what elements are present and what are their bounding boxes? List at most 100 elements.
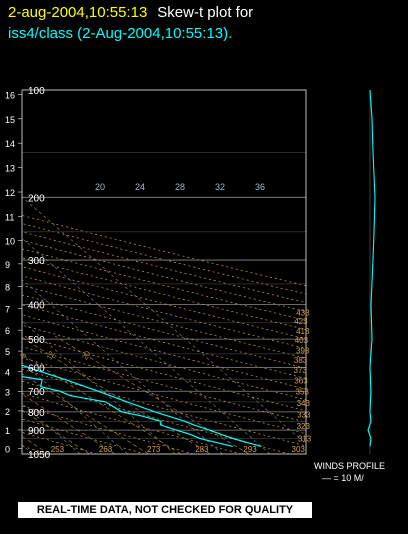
winds-profile-scale: — = 10 M/: [322, 473, 364, 483]
height-km-label: 8: [5, 283, 10, 293]
pressure-label: 700: [28, 387, 45, 398]
dewpoint-trace: [22, 375, 233, 447]
dry-adiabat-label: 423: [294, 317, 308, 326]
moist-adiabat-label: 28: [175, 182, 185, 192]
dry-adiabat-label: 333: [297, 411, 311, 420]
height-km-label: 15: [5, 115, 15, 125]
pressure-label: 1050: [28, 450, 51, 461]
height-km-label: 3: [5, 387, 10, 397]
winds-profile-trace: [367, 89, 376, 447]
height-km-label: 7: [5, 305, 10, 315]
mixing-ratio-line: [22, 353, 182, 454]
dry-adiabat-line: [22, 266, 306, 340]
moist-adiabat-label: 32: [215, 182, 225, 192]
height-km-label: 1: [5, 426, 10, 436]
isotherm-line: [22, 361, 128, 454]
winds-profile-panel: WINDS PROFILE — = 10 M/: [314, 89, 385, 483]
subtitle: iss4/class (2-Aug-2004,10:55:13).: [8, 25, 233, 42]
mixing-ratio-label-group: 20: [80, 349, 93, 362]
dry-adiabat-label: 433: [296, 309, 310, 318]
dry-adiabat-line: [22, 304, 306, 379]
title-line: 2-aug-2004,10:55:13 Skew-t plot for: [8, 2, 408, 23]
dry-adiabat-label: 383: [294, 356, 308, 365]
dry-adiabat-label: 303: [292, 445, 306, 454]
height-km-label: 16: [5, 90, 15, 100]
dry-adiabat-line: [22, 335, 306, 412]
plot-frame: [21, 89, 307, 455]
pressure-label: 200: [28, 193, 45, 204]
moist-adiabat-label: 36: [255, 182, 265, 192]
title-date: 2-aug-2004,10:55:13: [8, 4, 148, 21]
height-km-label: 4: [5, 368, 10, 378]
mixing-ratio-line: [22, 336, 211, 454]
isotherm-line: [22, 320, 176, 454]
height-km-label: 10: [5, 236, 15, 246]
dry-adiabat-label: 323: [297, 422, 311, 431]
dry-adiabat-line: [22, 368, 306, 447]
dry-adiabat-label: 413: [296, 327, 310, 336]
sounding-traces: [22, 364, 262, 447]
mixing-ratio-label: 12: [45, 349, 58, 362]
mixing-ratio-label: 8: [18, 351, 28, 360]
mixing-ratio-line: [54, 335, 249, 454]
dry-adiabat-label: 403: [295, 336, 309, 345]
height-km-label: 9: [5, 260, 10, 270]
isotherm-line: [22, 196, 306, 445]
dry-adiabat-label: 263: [99, 445, 113, 454]
dry-adiabat-line: [22, 357, 306, 435]
dry-adiabat-line: [22, 392, 242, 454]
dry-adiabat-label: 313: [298, 434, 312, 443]
axis-labels: 1002003004005006007008009001050012345678…: [5, 86, 312, 461]
height-km-label: 2: [5, 407, 10, 417]
pressure-label: 800: [28, 408, 45, 419]
dry-adiabat-line: [22, 346, 306, 423]
dry-adiabat-line: [22, 257, 306, 330]
pressure-label: 100: [28, 86, 45, 97]
guide-lines: [0, 90, 306, 454]
pressure-label: 300: [28, 256, 45, 267]
dry-adiabat-line: [22, 405, 194, 454]
pressure-label: 400: [28, 301, 45, 312]
dry-adiabat-line: [22, 231, 306, 304]
height-km-label: 6: [5, 326, 10, 336]
height-km-label: 12: [5, 188, 15, 198]
dry-adiabat-line: [0, 90, 1, 454]
dry-adiabat-label: 273: [147, 445, 161, 454]
mixing-ratio-label-group: 12: [45, 349, 58, 362]
dry-adiabat-line: [22, 284, 306, 359]
isobar-lines: [22, 89, 306, 455]
dry-adiabat-label: 253: [51, 445, 65, 454]
header: 2-aug-2004,10:55:13 Skew-t plot for iss4/…: [8, 2, 408, 44]
moist-adiabat-label: 24: [135, 182, 145, 192]
height-km-label: 14: [5, 139, 15, 149]
dry-adiabat-line: [22, 324, 306, 401]
pressure-label: 900: [28, 426, 45, 437]
dry-adiabat-line: [22, 215, 306, 287]
winds-profile-label: WINDS PROFILE: [314, 461, 385, 471]
height-km-label: 0: [5, 444, 10, 454]
isotherm-line: [22, 237, 271, 454]
dry-adiabat-line: [22, 275, 306, 349]
height-km-label: 5: [5, 347, 10, 357]
dry-adiabat-line: [22, 223, 306, 295]
title-label: Skew-t plot for: [157, 4, 254, 21]
dry-adiabat-line: [22, 248, 306, 321]
dry-adiabat-label: 363: [294, 377, 308, 386]
isotherm-line: [22, 279, 223, 454]
dry-adiabat-line: [22, 314, 306, 390]
height-km-label: 13: [5, 164, 15, 174]
pressure-label: 500: [28, 335, 45, 346]
mixing-ratio-label-group: 8: [18, 351, 28, 360]
dry-adiabat-label: 293: [243, 445, 257, 454]
dry-adiabat-line: [22, 239, 306, 312]
pressure-label: 600: [28, 363, 45, 374]
plot-border: [21, 89, 307, 455]
temperature-trace: [22, 364, 262, 447]
dry-adiabat-line: [22, 294, 306, 369]
moist-adiabat-label: 20: [95, 182, 105, 192]
dry-adiabat-label: 373: [294, 366, 308, 375]
height-km-label: 11: [5, 212, 14, 222]
mixing-ratio-label: 20: [80, 349, 93, 362]
dry-adiabat-label: 283: [195, 445, 209, 454]
